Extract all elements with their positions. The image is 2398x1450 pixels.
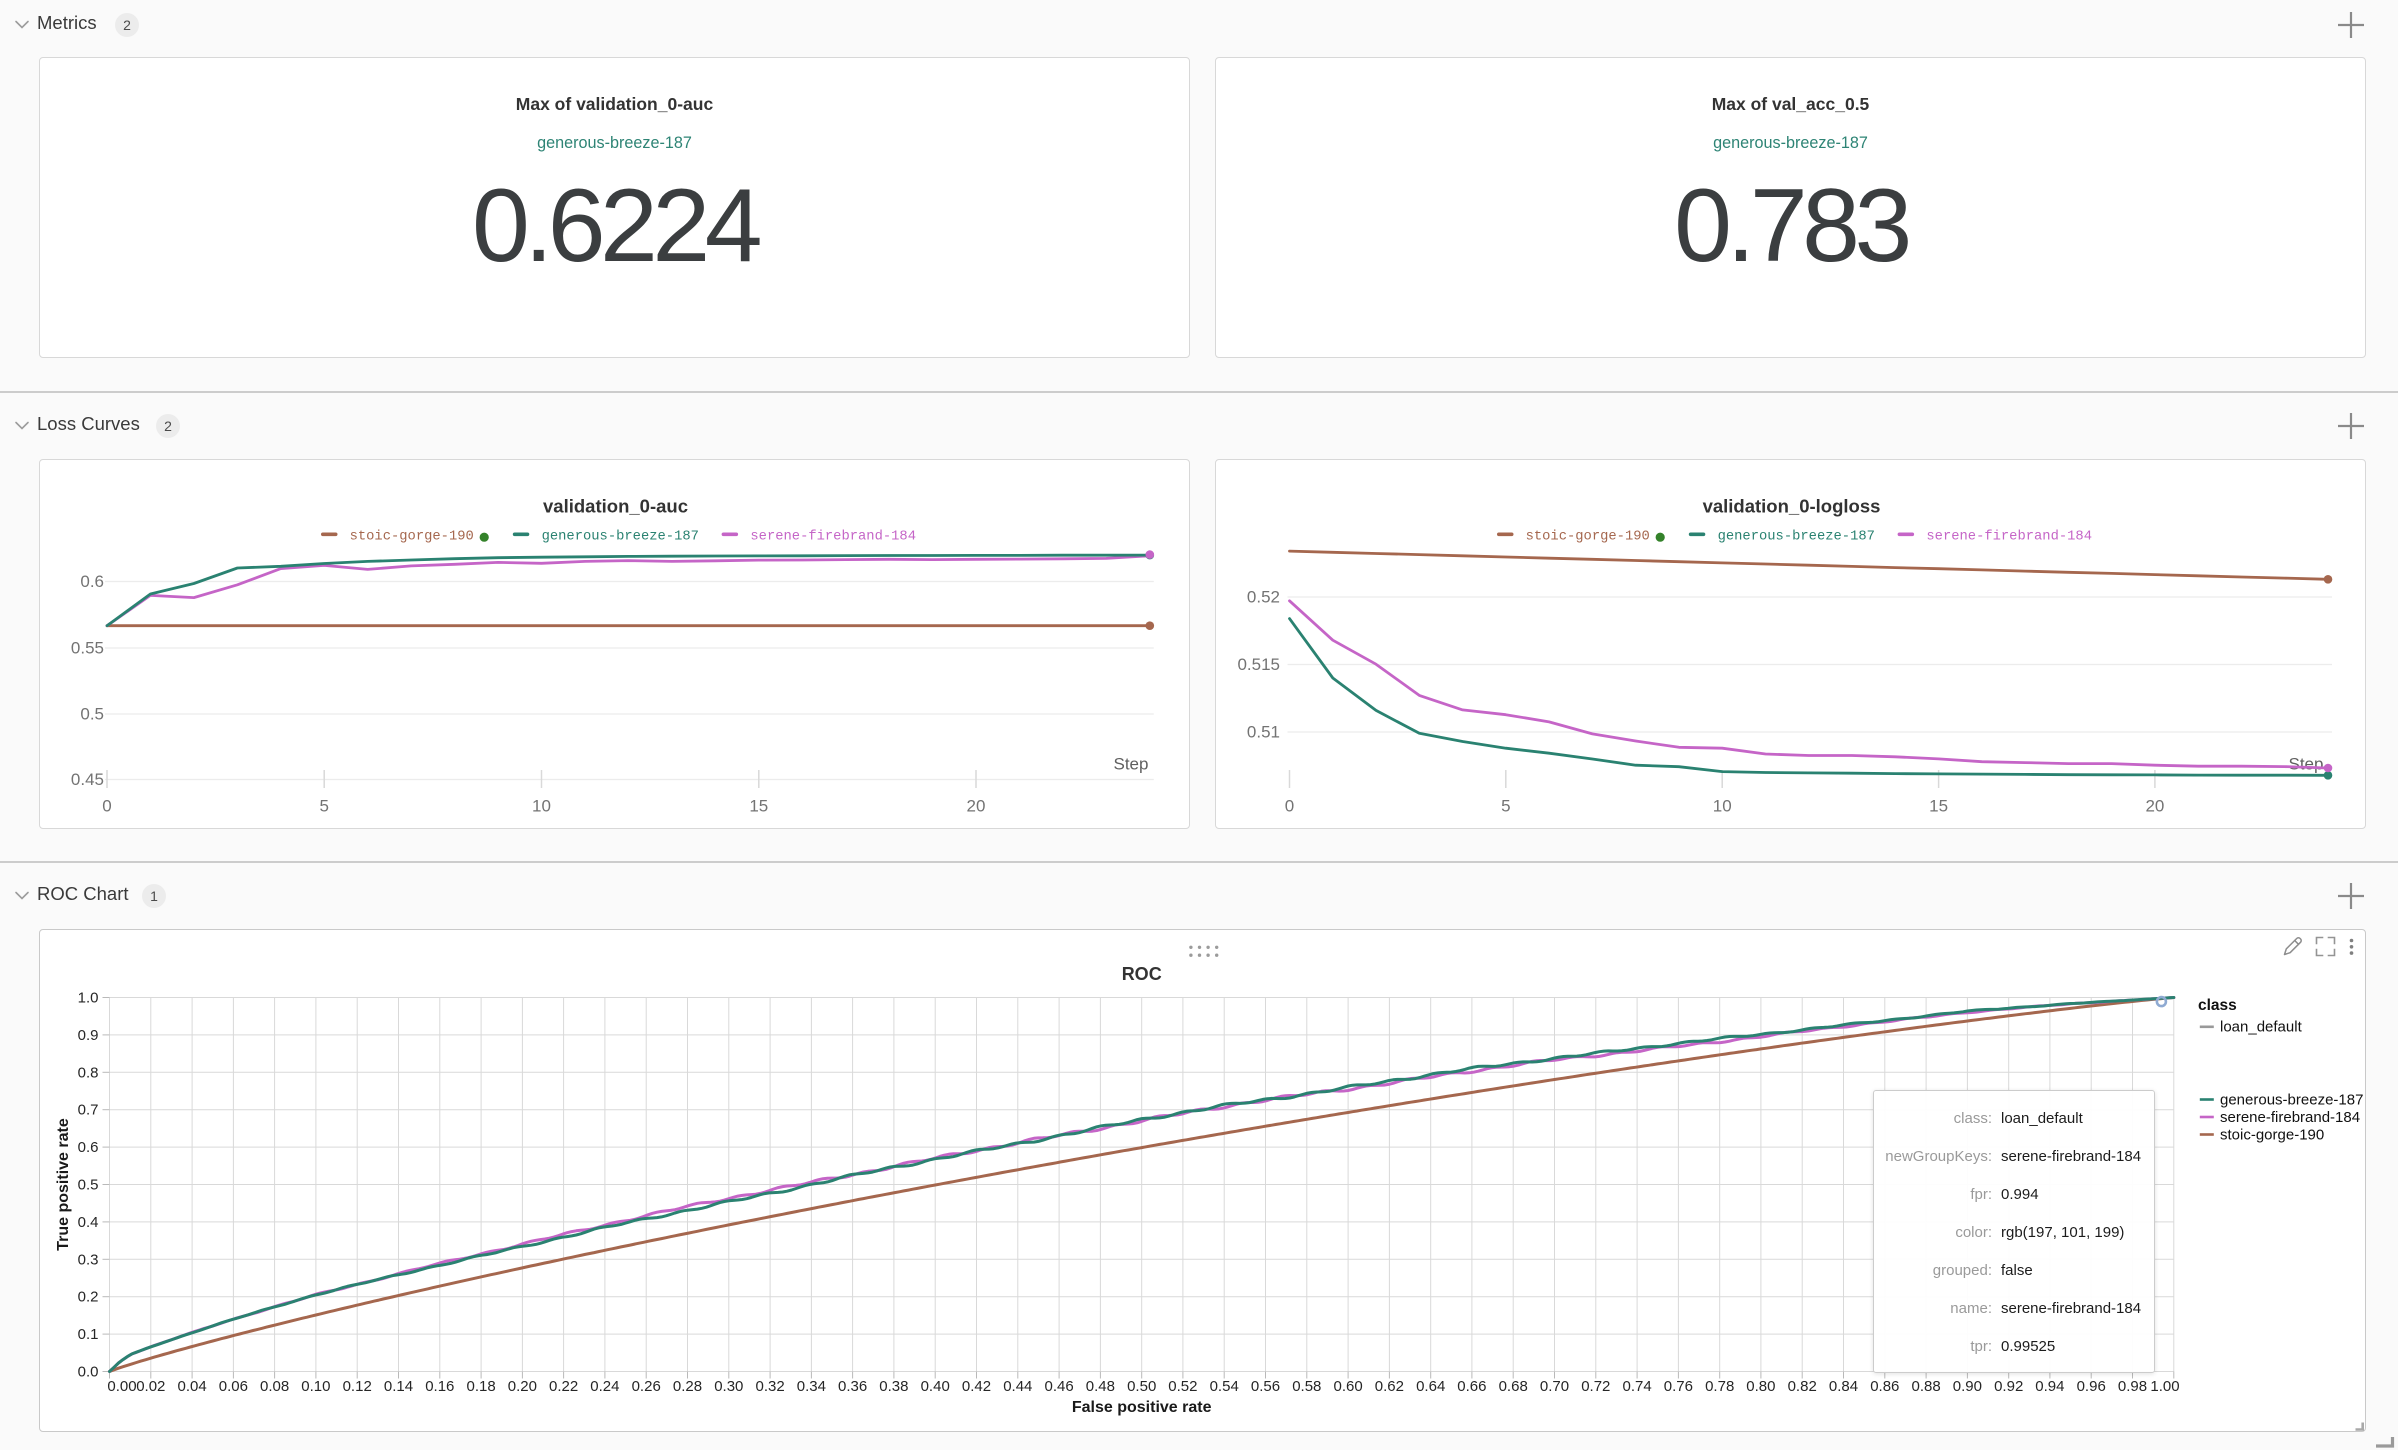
svg-text:0.80: 0.80	[1746, 1378, 1775, 1395]
svg-text:0.68: 0.68	[1499, 1378, 1528, 1395]
svg-text:generous-breeze-187: generous-breeze-187	[542, 529, 699, 545]
svg-text:0.5: 0.5	[78, 1177, 99, 1194]
svg-text:15: 15	[1929, 797, 1948, 816]
svg-text:0.94: 0.94	[2035, 1378, 2064, 1395]
svg-text:0.54: 0.54	[1210, 1378, 1239, 1395]
svg-text:0.42: 0.42	[962, 1378, 991, 1395]
svg-text:0.66: 0.66	[1457, 1378, 1486, 1395]
svg-text:ROC: ROC	[1122, 964, 1162, 984]
svg-text:1.0: 1.0	[78, 990, 99, 1007]
svg-text:0.08: 0.08	[260, 1378, 289, 1395]
svg-text:generous-breeze-187: generous-breeze-187	[1718, 529, 1875, 545]
svg-text:0: 0	[102, 797, 111, 816]
svg-text:0.32: 0.32	[755, 1378, 784, 1395]
svg-text:0.88: 0.88	[1911, 1378, 1940, 1395]
svg-text:0.60: 0.60	[1333, 1378, 1362, 1395]
svg-text:0.98: 0.98	[2118, 1378, 2147, 1395]
svg-text:10: 10	[532, 797, 551, 816]
svg-text:0.90: 0.90	[1953, 1378, 1982, 1395]
svg-text:0.02: 0.02	[136, 1378, 165, 1395]
svg-text:0.78: 0.78	[1705, 1378, 1734, 1395]
svg-text:0.9: 0.9	[78, 1027, 99, 1044]
svg-text:0.7: 0.7	[78, 1102, 99, 1119]
svg-text:serene-firebrand-184: serene-firebrand-184	[2220, 1109, 2360, 1126]
svg-text:0.56: 0.56	[1251, 1378, 1280, 1395]
svg-text:0.28: 0.28	[673, 1378, 702, 1395]
svg-text:0.38: 0.38	[879, 1378, 908, 1395]
svg-text:0.36: 0.36	[838, 1378, 867, 1395]
svg-text:0.8: 0.8	[78, 1064, 99, 1081]
svg-text:1.00: 1.00	[2150, 1378, 2179, 1395]
svg-text:0.30: 0.30	[714, 1378, 743, 1395]
svg-text:0.62: 0.62	[1375, 1378, 1404, 1395]
svg-text:0.74: 0.74	[1622, 1378, 1651, 1395]
svg-text:0.82: 0.82	[1788, 1378, 1817, 1395]
svg-text:20: 20	[967, 797, 986, 816]
svg-text:0: 0	[1285, 797, 1294, 816]
svg-text:10: 10	[1713, 797, 1732, 816]
svg-text:validation_0-auc: validation_0-auc	[543, 496, 688, 517]
svg-text:0.1: 0.1	[78, 1326, 99, 1343]
svg-text:0.3: 0.3	[78, 1251, 99, 1268]
svg-text:5: 5	[1501, 797, 1510, 816]
svg-text:0.52: 0.52	[1247, 588, 1280, 607]
svg-text:0.92: 0.92	[1994, 1378, 2023, 1395]
svg-text:0.00: 0.00	[107, 1378, 136, 1395]
svg-text:generous-breeze-187: generous-breeze-187	[2220, 1092, 2363, 1109]
svg-text:0.84: 0.84	[1829, 1378, 1858, 1395]
svg-text:0.0: 0.0	[78, 1364, 99, 1381]
svg-text:0.58: 0.58	[1292, 1378, 1321, 1395]
svg-text:0.48: 0.48	[1086, 1378, 1115, 1395]
svg-text:stoic-gorge-190: stoic-gorge-190	[1526, 529, 1650, 545]
svg-text:20: 20	[2145, 797, 2164, 816]
svg-text:0.96: 0.96	[2077, 1378, 2106, 1395]
svg-text:0.6: 0.6	[78, 1139, 99, 1156]
svg-text:Step: Step	[1114, 755, 1149, 774]
svg-text:0.50: 0.50	[1127, 1378, 1156, 1395]
svg-text:stoic-gorge-190: stoic-gorge-190	[350, 529, 474, 545]
svg-text:0.55: 0.55	[71, 639, 104, 658]
svg-text:0.10: 0.10	[301, 1378, 330, 1395]
svg-text:stoic-gorge-190: stoic-gorge-190	[2220, 1127, 2324, 1144]
svg-text:0.72: 0.72	[1581, 1378, 1610, 1395]
svg-text:0.24: 0.24	[590, 1378, 619, 1395]
svg-text:validation_0-logloss: validation_0-logloss	[1703, 496, 1881, 517]
svg-text:0.51: 0.51	[1247, 723, 1280, 742]
svg-text:0.64: 0.64	[1416, 1378, 1445, 1395]
svg-text:0.12: 0.12	[343, 1378, 372, 1395]
svg-text:0.76: 0.76	[1664, 1378, 1693, 1395]
svg-text:0.16: 0.16	[425, 1378, 454, 1395]
svg-text:0.22: 0.22	[549, 1378, 578, 1395]
svg-text:loan_default: loan_default	[2220, 1019, 2303, 1036]
svg-text:serene-firebrand-184: serene-firebrand-184	[750, 529, 916, 545]
svg-text:15: 15	[749, 797, 768, 816]
svg-text:0.06: 0.06	[219, 1378, 248, 1395]
svg-text:0.86: 0.86	[1870, 1378, 1899, 1395]
svg-text:Step: Step	[2289, 755, 2324, 774]
svg-text:0.26: 0.26	[632, 1378, 661, 1395]
svg-text:serene-firebrand-184: serene-firebrand-184	[1926, 529, 2092, 545]
svg-text:0.2: 0.2	[78, 1289, 99, 1306]
svg-text:0.04: 0.04	[177, 1378, 206, 1395]
svg-text:0.45: 0.45	[71, 770, 104, 789]
svg-text:True positive rate: True positive rate	[55, 1118, 72, 1251]
svg-text:0.20: 0.20	[508, 1378, 537, 1395]
svg-text:0.515: 0.515	[1237, 655, 1280, 674]
svg-text:False positive rate: False positive rate	[1072, 1399, 1212, 1416]
svg-text:5: 5	[319, 797, 328, 816]
svg-text:0.14: 0.14	[384, 1378, 413, 1395]
svg-text:0.70: 0.70	[1540, 1378, 1569, 1395]
svg-text:0.40: 0.40	[921, 1378, 950, 1395]
svg-text:0.44: 0.44	[1003, 1378, 1032, 1395]
svg-text:0.4: 0.4	[78, 1214, 99, 1231]
svg-text:0.18: 0.18	[466, 1378, 495, 1395]
svg-text:0.6: 0.6	[80, 572, 104, 591]
svg-text:0.52: 0.52	[1168, 1378, 1197, 1395]
svg-text:class: class	[2198, 997, 2237, 1014]
svg-text:0.46: 0.46	[1044, 1378, 1073, 1395]
svg-text:0.5: 0.5	[80, 705, 104, 724]
svg-text:0.34: 0.34	[797, 1378, 826, 1395]
